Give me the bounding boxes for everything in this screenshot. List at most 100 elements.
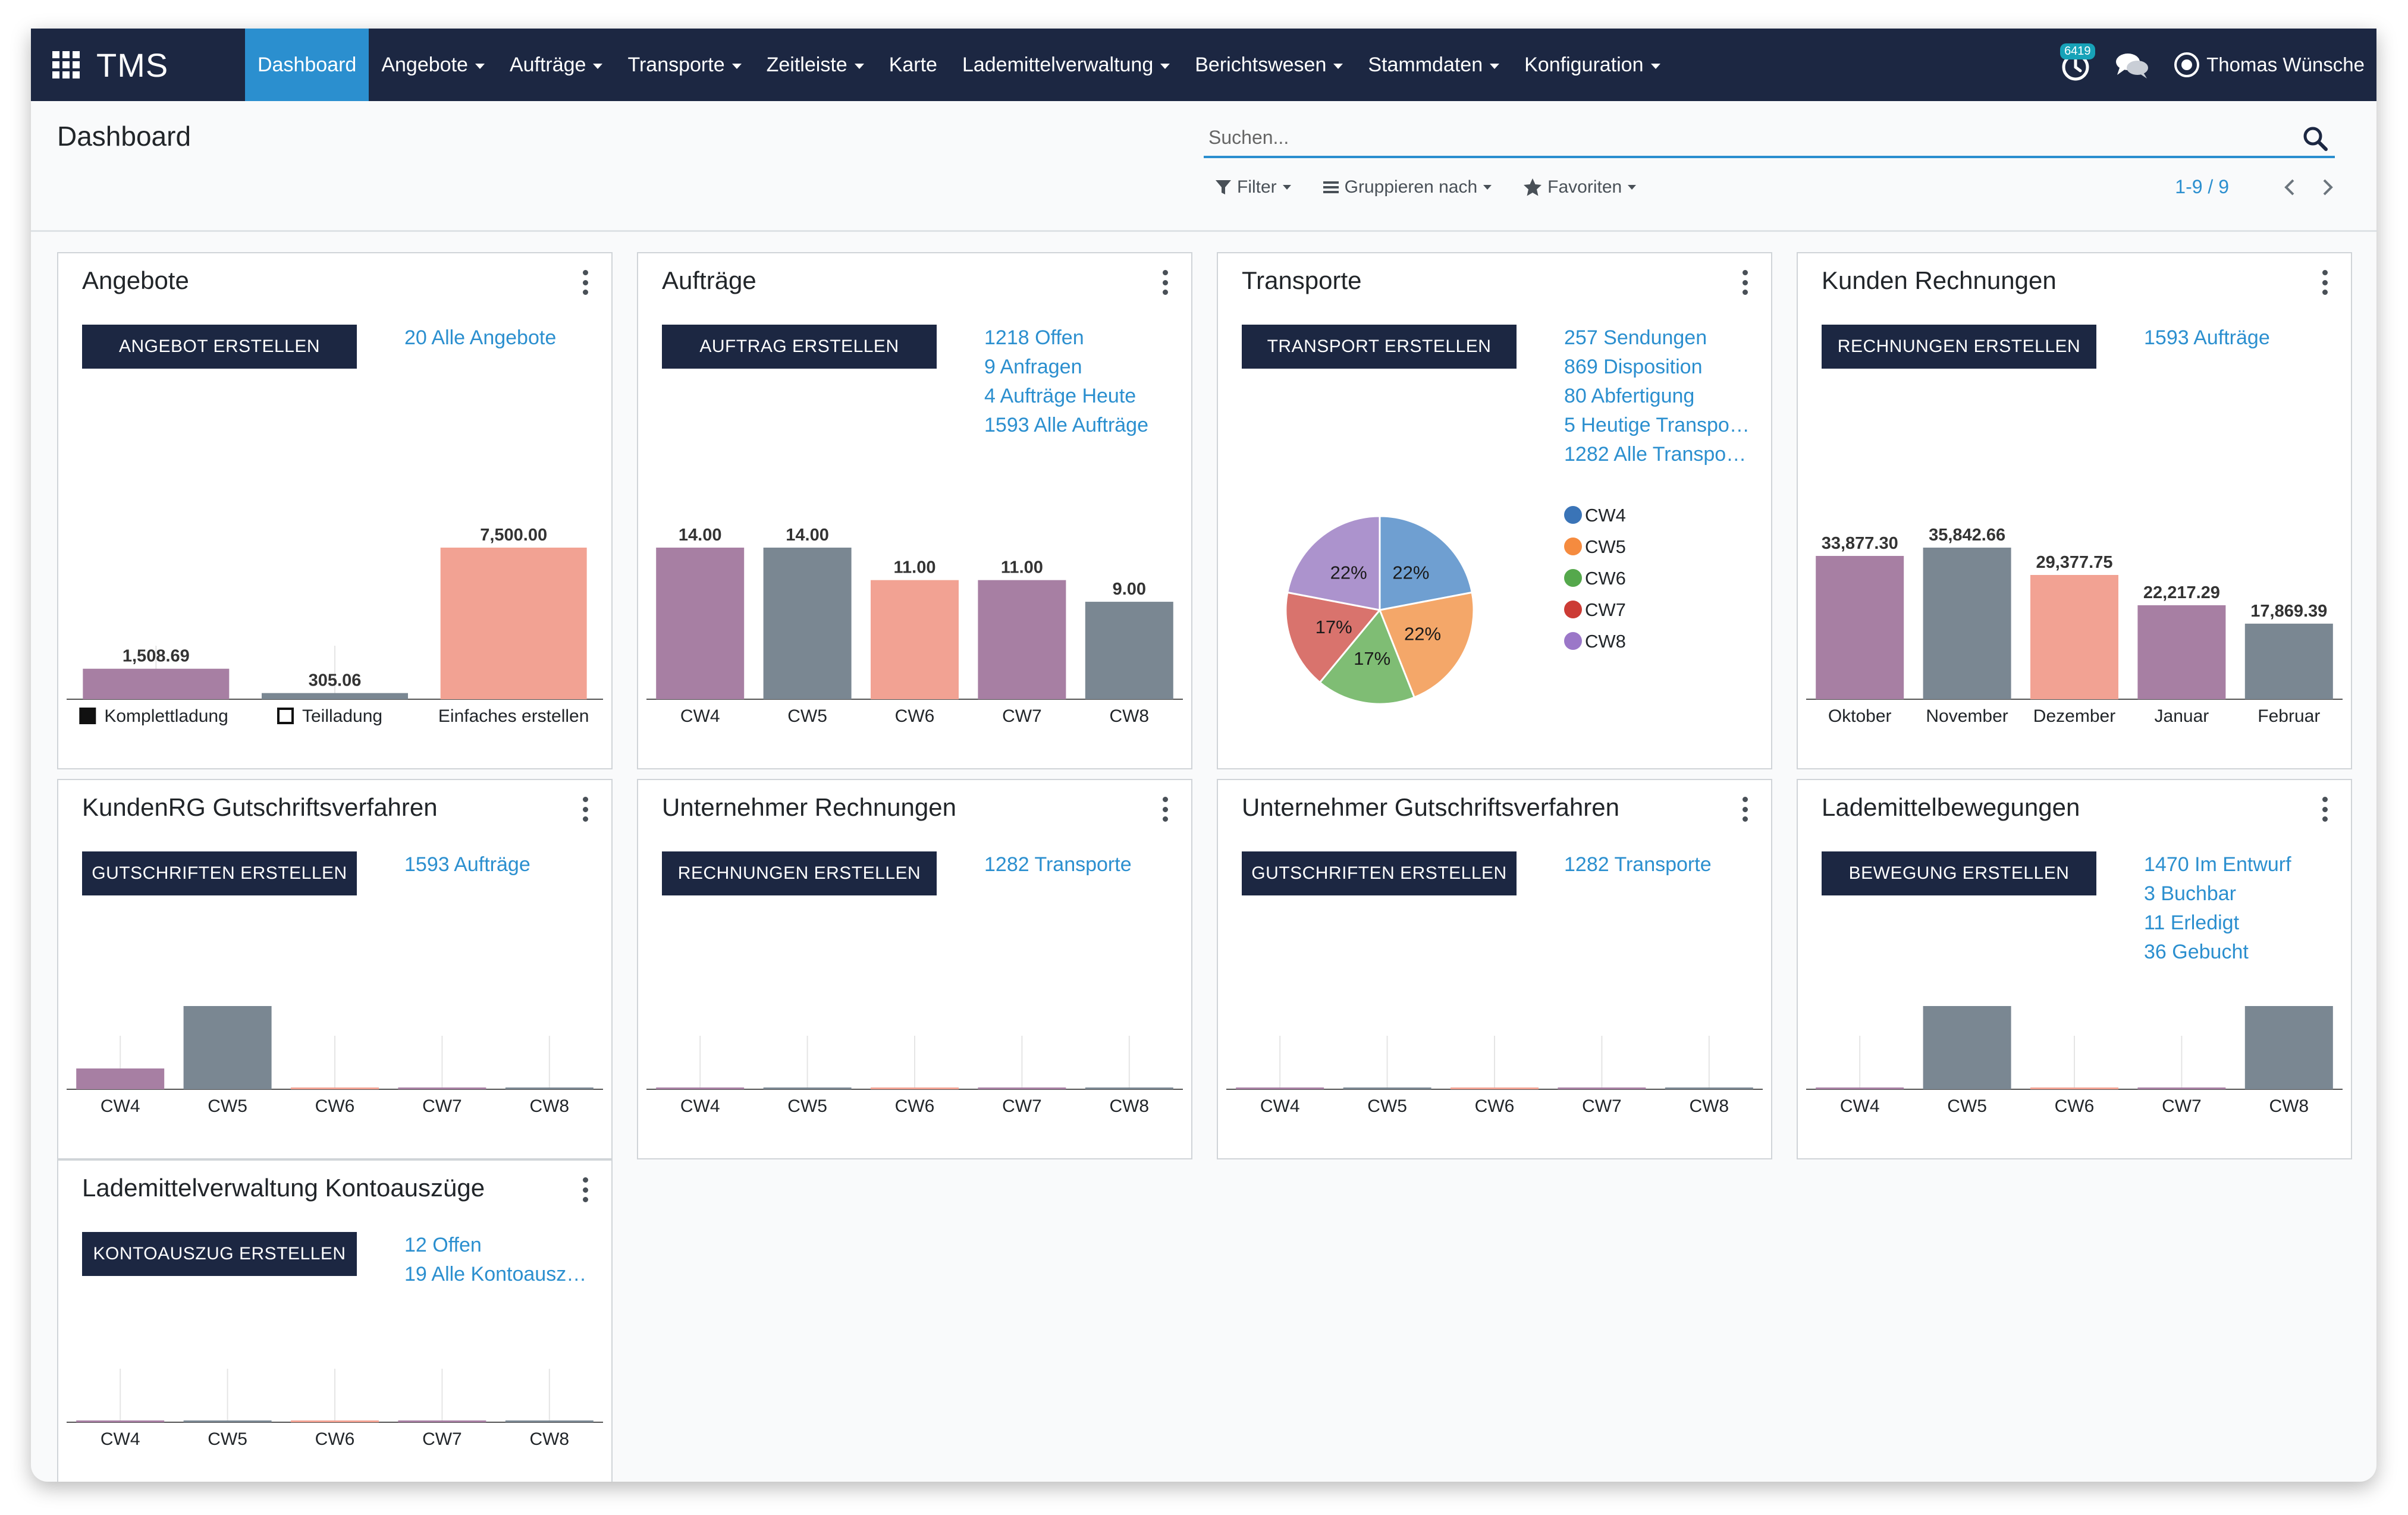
- pie-slice-label: 17%: [1316, 617, 1352, 637]
- search-input[interactable]: [1204, 120, 2274, 155]
- card-link[interactable]: 1218 Offen: [984, 326, 1084, 349]
- card-link[interactable]: 257 Sendungen: [1564, 326, 1707, 349]
- x-tick-label: Komplettladung: [104, 706, 228, 726]
- chevron-left-icon[interactable]: [2283, 177, 2297, 198]
- user-menu[interactable]: Thomas Wünsche: [2174, 52, 2365, 77]
- menu-item-1[interactable]: Angebote: [369, 29, 497, 101]
- pie-slice: [1285, 591, 1382, 684]
- card-link[interactable]: 19 Alle Kontoausz…: [404, 1263, 587, 1285]
- card-link[interactable]: 4 Aufträge Heute: [984, 385, 1136, 407]
- card-link[interactable]: 1593 Aufträge: [404, 853, 530, 876]
- menu-item-5[interactable]: Karte: [877, 29, 950, 101]
- card-link[interactable]: 1593 Aufträge: [2144, 326, 2270, 349]
- pie-slice-label: 17%: [1354, 648, 1390, 669]
- kebab-menu-icon[interactable]: [1741, 270, 1748, 295]
- card-title[interactable]: Aufträge: [662, 266, 756, 294]
- chart-bar: [1085, 602, 1173, 699]
- card-link[interactable]: 9 Anfragen: [984, 356, 1082, 378]
- brand-name[interactable]: TMS: [96, 46, 169, 84]
- chart-bar: [1665, 1087, 1753, 1089]
- create-button[interactable]: GUTSCHRIFTEN ERSTELLEN: [1242, 851, 1517, 895]
- card-link[interactable]: 3 Buchbar: [2144, 882, 2236, 905]
- chart-bar: [978, 580, 1066, 699]
- x-tick-label: CW6: [895, 706, 935, 726]
- card-link[interactable]: 12 Offen: [404, 1234, 482, 1256]
- card-link[interactable]: 36 Gebucht: [2144, 941, 2249, 963]
- x-tick-label: CW6: [2055, 1096, 2095, 1116]
- kebab-menu-icon[interactable]: [1161, 270, 1169, 295]
- create-button[interactable]: AUFTRAG ERSTELLEN: [662, 325, 937, 369]
- card-title[interactable]: Transporte: [1242, 266, 1362, 294]
- kebab-menu-icon[interactable]: [2321, 270, 2328, 295]
- kebab-menu-icon[interactable]: [1161, 797, 1169, 822]
- card-link[interactable]: 5 Heutige Transpo…: [1564, 414, 1750, 436]
- card-chart: CW4 CW5 CW6 CW7 CW8: [67, 1006, 603, 1116]
- card-link[interactable]: 869 Disposition: [1564, 356, 1703, 378]
- menu-item-label: Dashboard: [258, 53, 357, 76]
- menu-item-3[interactable]: Transporte: [615, 29, 754, 101]
- favorites-label: Favoriten: [1547, 177, 1622, 197]
- card-link[interactable]: 11 Erledigt: [2144, 911, 2240, 934]
- bar-value-label: 14.00: [679, 526, 722, 545]
- dashboard-card: Lademittelbewegungen BEWEGUNG ERSTELLEN 14…: [1797, 779, 2352, 1159]
- create-button[interactable]: GUTSCHRIFTEN ERSTELLEN: [82, 851, 357, 895]
- create-button[interactable]: BEWEGUNG ERSTELLEN: [1822, 851, 2096, 895]
- menu-item-7[interactable]: Berichtswesen: [1182, 29, 1355, 101]
- x-tick-label: CW8: [2269, 1096, 2309, 1116]
- card-title[interactable]: Unternehmer Rechnungen: [662, 793, 956, 821]
- pie-slice-label: 22%: [1330, 562, 1367, 583]
- search-icon[interactable]: [2302, 125, 2329, 152]
- card-chart: 1,508.69 Komplettladung 305.06 Teilladung 7,…: [67, 526, 603, 726]
- menu-item-9[interactable]: Konfiguration: [1512, 29, 1672, 101]
- card-chart: 33,877.30 Oktober 35,842.66 November 29,377.…: [1806, 526, 2343, 726]
- chevron-right-icon[interactable]: [2321, 177, 2335, 198]
- menu-item-6[interactable]: Lademittelverwaltung: [950, 29, 1182, 101]
- card-title[interactable]: Angebote: [82, 266, 189, 294]
- create-button[interactable]: RECHNUNGEN ERSTELLEN: [1822, 325, 2096, 369]
- card-title[interactable]: Lademittelbewegungen: [1822, 793, 2080, 821]
- menu-item-0[interactable]: Dashboard: [245, 29, 369, 101]
- card-chart: 22% 22% 17%17% 22% CW4 CW5 CW6 CW7 CW8: [1285, 505, 1626, 705]
- card-links: 257 Sendungen 869 Disposition 80 Abfertigu…: [1564, 323, 1750, 469]
- pager-value[interactable]: 1-9 / 9: [2175, 176, 2229, 197]
- create-button[interactable]: ANGEBOT ERSTELLEN: [82, 325, 357, 369]
- menu-item-4[interactable]: Zeitleiste: [754, 29, 877, 101]
- kebab-menu-icon[interactable]: [582, 797, 589, 822]
- x-tick-label: CW5: [1947, 1096, 1987, 1116]
- card-link[interactable]: 1282 Alle Transpo…: [1564, 443, 1747, 466]
- menu-item-label: Transporte: [627, 53, 725, 76]
- kebab-menu-icon[interactable]: [1741, 797, 1748, 822]
- kebab-menu-icon[interactable]: [582, 270, 589, 295]
- legend-label: CW6: [1585, 568, 1626, 589]
- card-link[interactable]: 1282 Transporte: [1564, 853, 1712, 876]
- menu-item-label: Lademittelverwaltung: [962, 53, 1154, 76]
- card-title[interactable]: KundenRG Gutschriftsverfahren: [82, 793, 438, 821]
- favorites-button[interactable]: Favoriten: [1522, 177, 1637, 197]
- card-link[interactable]: 20 Alle Angebote: [404, 326, 557, 349]
- apps-menu-icon[interactable]: [52, 51, 80, 78]
- x-tick-label: CW8: [529, 1096, 569, 1116]
- x-tick-label: CW4: [1260, 1096, 1300, 1116]
- card-link[interactable]: 1470 Im Entwurf: [2144, 853, 2291, 876]
- kebab-menu-icon[interactable]: [2321, 797, 2328, 822]
- card-title[interactable]: Lademittelverwaltung Kontoauszüge: [82, 1174, 485, 1202]
- create-button[interactable]: TRANSPORT ERSTELLEN: [1242, 325, 1517, 369]
- bar-value-label: 11.00: [1001, 558, 1043, 577]
- group-by-button[interactable]: Gruppieren nach: [1322, 177, 1492, 197]
- card-link[interactable]: 1282 Transporte: [984, 853, 1132, 876]
- filter-button[interactable]: Filter: [1214, 177, 1291, 197]
- card-title[interactable]: Unternehmer Gutschriftsverfahren: [1242, 793, 1619, 821]
- menu-item-8[interactable]: Stammdaten: [1355, 29, 1512, 101]
- kebab-menu-icon[interactable]: [582, 1177, 589, 1202]
- card-link[interactable]: 1593 Alle Aufträge: [984, 414, 1149, 436]
- chart-bar: [183, 1420, 272, 1422]
- create-button[interactable]: KONTOAUSZUG ERSTELLEN: [82, 1232, 357, 1276]
- create-button[interactable]: RECHNUNGEN ERSTELLEN: [662, 851, 937, 895]
- activity-button[interactable]: 6419: [2058, 43, 2095, 83]
- card-title[interactable]: Kunden Rechnungen: [1822, 266, 2057, 294]
- menu-item-2[interactable]: Aufträge: [497, 29, 616, 101]
- dashboard-card: Transporte TRANSPORT ERSTELLEN 257 Sendung…: [1217, 252, 1772, 769]
- card-link[interactable]: 80 Abfertigung: [1564, 385, 1695, 407]
- messaging-button[interactable]: [2114, 50, 2150, 80]
- dashboard-card: Unternehmer Gutschriftsverfahren GUTSCHRI…: [1217, 779, 1772, 1159]
